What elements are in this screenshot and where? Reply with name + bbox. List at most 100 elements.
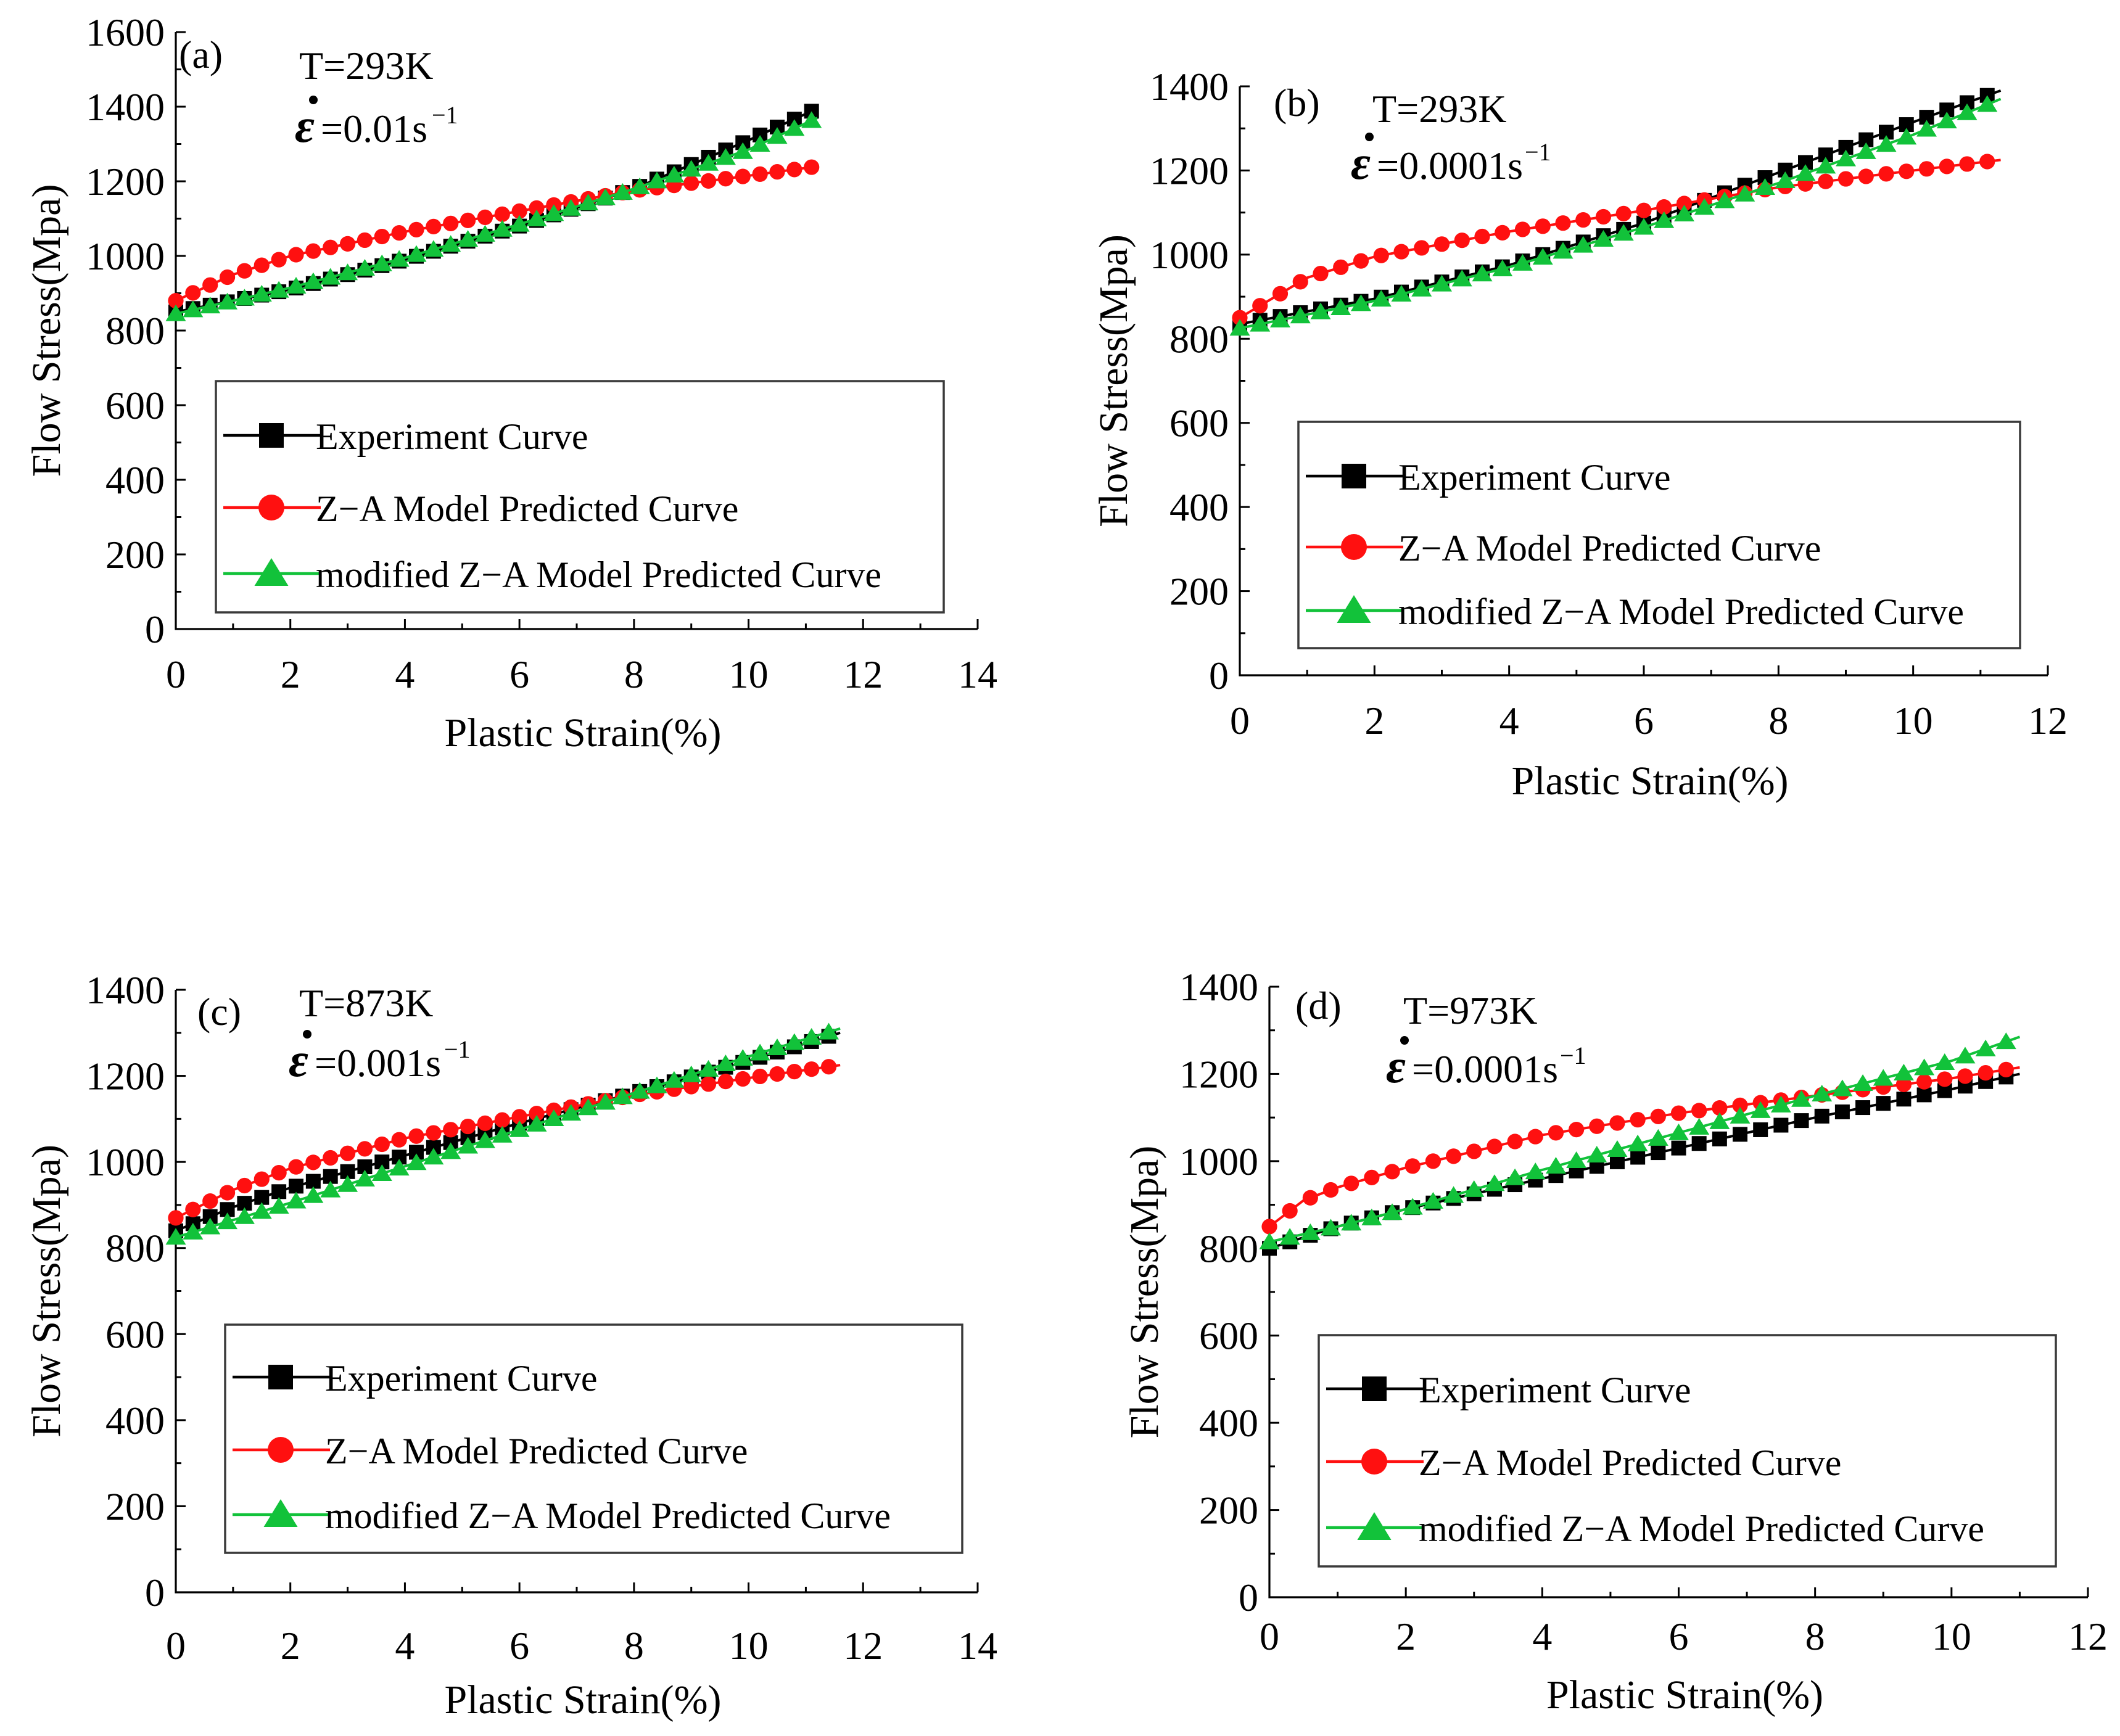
modified-marker [561,199,582,216]
legend-label: modified Z−A Model Predicted Curve [316,554,881,595]
modified-marker [1633,218,1654,235]
za-marker [494,206,510,222]
za-marker [1595,208,1612,225]
za-marker [219,269,236,286]
y-tick-label: 1200 [86,1055,165,1098]
modified-marker [371,1164,392,1181]
za-marker [1282,1203,1298,1219]
y-tick-label: 1400 [1179,965,1258,1009]
za-marker [1373,247,1389,263]
za-marker [769,164,785,180]
za-marker [1555,215,1571,231]
experiment-marker [1671,1140,1686,1156]
y-tick-label: 1400 [86,85,165,129]
za-marker [1445,1148,1462,1164]
modified-marker [1279,1228,1300,1245]
modified-marker [1613,224,1634,241]
modified-marker [1916,120,1937,137]
za-marker [1895,1076,1912,1092]
za-marker [1466,1143,1482,1159]
modified-marker [251,1202,272,1219]
modified-marker [1791,1090,1812,1107]
experiment-marker [305,1174,321,1189]
x-tick-label: 8 [624,652,644,696]
za-marker [529,200,545,216]
modified-marker [1914,1058,1935,1076]
za-marker [752,166,768,183]
za-marker [1507,1133,1523,1150]
modified-marker [354,1169,375,1187]
za-marker [717,1074,734,1090]
za-marker [529,1106,545,1122]
modified-marker [1709,1112,1730,1129]
legend-swatch-marker [263,1499,298,1527]
modified-marker [1893,1064,1914,1081]
modified-marker [784,119,805,136]
legend-label: Z−A Model Predicted Curve [1419,1442,1841,1483]
modified-marker [440,235,461,252]
za-marker [1333,259,1349,275]
modified-marker [1852,1074,1873,1091]
modified-marker [389,250,410,267]
za-marker [1636,202,1652,218]
za-marker [735,168,751,184]
y-tick-label: 1200 [86,160,165,204]
za-marker [1939,158,1955,175]
chart-panel-d: 0 200 400 600 800 1000 1200 1400 0 2 4 6 8 10 12 Plasti… [1122,965,2108,1717]
za-marker [185,1201,201,1217]
za-marker [323,1150,339,1166]
experiment-marker [1794,1113,1809,1129]
legend-box [215,380,945,614]
za-marker [426,1125,442,1141]
panel-label: (c) [197,990,241,1034]
experiment-marker [1916,1087,1932,1103]
modified-marker [1957,103,1978,120]
za-marker [1261,1219,1277,1235]
x-tick-label: 12 [2028,699,2068,743]
za-marker [786,162,802,178]
modified-marker [1422,1191,1443,1209]
modified-marker [1586,1145,1607,1162]
y-tick-label: 800 [1169,317,1229,361]
x-tick-label: 6 [1634,699,1654,743]
y-tick-label: 1000 [1179,1140,1258,1183]
za-marker [271,252,287,268]
x-tick-label: 6 [1669,1615,1689,1658]
legend-swatch-marker [1361,1449,1387,1475]
x-tick-label: 8 [624,1624,644,1668]
modified-marker [1795,164,1816,181]
legend-label: Experiment Curve [1419,1370,1691,1410]
za-marker [460,1118,476,1135]
za-marker [374,1136,390,1153]
za-marker [357,232,373,249]
za-marker [1858,168,1874,184]
za-marker [700,173,717,189]
modified-marker [165,304,186,321]
za-marker [1837,171,1854,187]
za-marker [1569,1121,1585,1138]
modified-marker [509,215,530,232]
za-marker [408,221,424,237]
za-marker [1353,253,1369,269]
modified-marker [1755,178,1775,195]
modified-marker [423,1148,444,1165]
modified-marker [1351,294,1371,311]
za-marker [683,175,699,191]
experiment-marker [1733,1127,1748,1142]
za-marker [511,1109,527,1125]
za-marker [443,1122,459,1138]
strain-rate-exponent: −1 [1560,1042,1586,1069]
x-axis-label: Plastic Strain(%) [1511,759,1788,804]
x-tick-label: 4 [1532,1615,1552,1658]
legend-swatch-marker [1341,534,1367,560]
modified-marker [320,1180,341,1198]
x-tick-label: 2 [281,652,300,696]
za-marker [804,159,820,175]
za-marker [1916,1074,1932,1090]
x-tick-label: 0 [1260,1615,1279,1658]
chart-panel-b: 0 200 400 600 800 1000 1200 1400 0 2 4 6 8 10 12 Plasti… [1091,65,2068,804]
y-tick-label: 0 [1209,654,1229,697]
za-marker [735,1071,751,1087]
modified-marker [749,1043,770,1061]
za-marker [1404,1158,1421,1174]
